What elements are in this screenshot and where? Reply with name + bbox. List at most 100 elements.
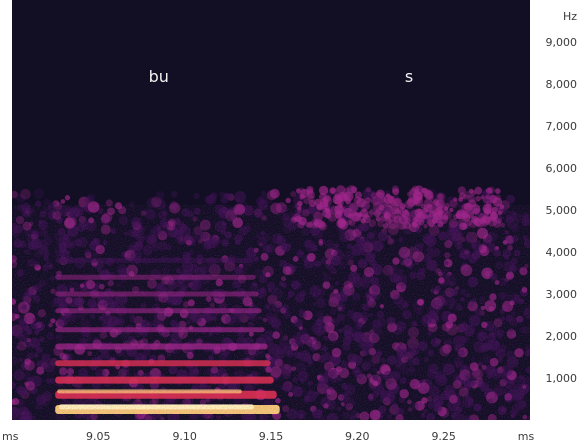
energy-speck xyxy=(459,192,466,200)
energy-speck xyxy=(16,193,26,204)
energy-speck xyxy=(488,186,495,194)
y-tick-label: 5,000 xyxy=(546,204,578,217)
energy-speck xyxy=(206,194,217,205)
energy-speck xyxy=(347,185,357,195)
energy-speck xyxy=(432,199,439,206)
y-tick-label: 4,000 xyxy=(546,246,578,259)
y-tick-label: 3,000 xyxy=(546,288,578,301)
x-axis: ms 9.05 9.10 9.15 9.20 9.25 ms xyxy=(2,430,534,443)
x-tick-label: 9.05 xyxy=(86,430,111,443)
energy-speck xyxy=(295,188,301,194)
energy-speck xyxy=(170,190,178,198)
energy-speck xyxy=(307,194,315,202)
energy-speck xyxy=(306,188,314,196)
energy-speck xyxy=(151,196,162,208)
energy-speck xyxy=(421,187,428,194)
energy-speck xyxy=(467,194,476,203)
energy-speck xyxy=(105,199,113,207)
energy-speck xyxy=(474,186,483,195)
energy-speck xyxy=(344,197,352,205)
segment-label: bu xyxy=(149,67,169,86)
energy-speck xyxy=(285,197,291,204)
segment-labels: bu s xyxy=(149,67,414,86)
energy-speck xyxy=(475,195,481,202)
energy-speck xyxy=(370,196,380,206)
energy-speck xyxy=(345,192,351,199)
energy-speck xyxy=(506,194,515,204)
x-tick-label: 9.20 xyxy=(345,430,370,443)
x-tick-label: 9.10 xyxy=(172,430,197,443)
y-tick-label: 8,000 xyxy=(546,78,578,91)
energy-speck xyxy=(227,192,234,199)
energy-speck xyxy=(391,185,399,193)
energy-speck xyxy=(354,191,362,199)
x-tick-label: 9.15 xyxy=(259,430,284,443)
y-tick-label: 7,000 xyxy=(546,120,578,133)
energy-speck xyxy=(318,193,327,201)
energy-speck xyxy=(407,196,414,202)
y-axis: Hz 9,000 8,000 7,000 6,000 5,000 4,000 3,000 2,0… xyxy=(546,10,578,385)
energy-speck xyxy=(33,188,45,199)
energy-speck xyxy=(387,195,396,204)
energy-speck xyxy=(318,185,329,196)
noise-texture xyxy=(12,205,530,420)
energy-speck xyxy=(489,195,498,204)
energy-speck xyxy=(378,196,387,206)
energy-speck xyxy=(376,191,382,197)
segment-label: s xyxy=(405,67,413,86)
energy-speck xyxy=(495,188,501,194)
energy-speck xyxy=(350,186,358,194)
energy-speck xyxy=(370,192,378,199)
energy-speck xyxy=(411,185,420,193)
energy-speck xyxy=(329,187,336,194)
energy-speck xyxy=(437,193,443,200)
energy-speck xyxy=(393,198,402,207)
energy-speck xyxy=(155,191,165,200)
energy-speck xyxy=(235,197,241,203)
energy-speck xyxy=(376,189,385,199)
energy-speck xyxy=(392,188,400,196)
energy-speck xyxy=(467,194,473,199)
energy-speck xyxy=(60,199,66,204)
energy-speck xyxy=(85,196,93,204)
energy-speck xyxy=(259,195,269,205)
energy-speck xyxy=(267,198,273,204)
energy-speck xyxy=(344,187,350,194)
y-tick-label: Hz xyxy=(563,10,577,23)
energy-speck xyxy=(269,188,280,199)
x-tick-label: ms xyxy=(2,430,19,443)
energy-speck xyxy=(64,195,71,201)
energy-speck xyxy=(413,194,418,199)
energy-speck xyxy=(223,192,230,199)
y-tick-label: 1,000 xyxy=(546,372,578,385)
y-tick-label: 9,000 xyxy=(546,36,578,49)
y-tick-label: 2,000 xyxy=(546,330,578,343)
x-tick-label: ms xyxy=(518,430,535,443)
y-tick-label: 6,000 xyxy=(546,162,578,175)
energy-speck xyxy=(43,198,51,206)
energy-speck xyxy=(336,185,346,194)
energy-speck xyxy=(261,190,266,196)
energy-speck xyxy=(303,197,311,205)
energy-speck xyxy=(480,195,485,200)
energy-speck xyxy=(193,192,200,199)
energy-speck xyxy=(385,193,390,198)
energy-speck xyxy=(332,194,343,205)
energy-speck xyxy=(457,186,466,195)
energy-speck xyxy=(20,188,31,200)
energy-speck xyxy=(424,190,434,200)
energy-speck xyxy=(436,193,445,202)
energy-speck xyxy=(468,188,474,194)
energy-speck xyxy=(299,195,304,200)
energy-speck xyxy=(364,197,371,204)
energy-speck xyxy=(219,191,225,197)
energy-speck xyxy=(12,190,18,199)
energy-speck xyxy=(290,191,297,198)
x-tick-label: 9.25 xyxy=(431,430,456,443)
energy-speck xyxy=(486,187,493,194)
energy-speck xyxy=(412,199,419,205)
energy-speck xyxy=(485,194,491,199)
energy-speck xyxy=(365,186,371,193)
